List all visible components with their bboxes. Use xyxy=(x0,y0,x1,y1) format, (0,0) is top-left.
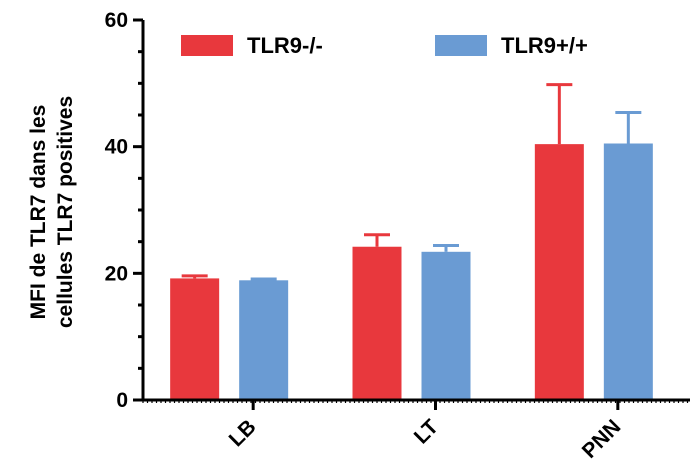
bar-TLR9+/+-LB xyxy=(239,280,289,400)
legend-label-TLR9+/+: TLR9+/+ xyxy=(501,33,588,58)
legend-label-TLR9-/-: TLR9-/- xyxy=(247,33,323,58)
bar-TLR9-/--LT xyxy=(352,246,402,400)
bar-TLR9-/--LB xyxy=(170,278,220,400)
y-tick-label: 20 xyxy=(105,262,128,285)
bar-TLR9+/+-LT xyxy=(421,251,471,400)
y-axis-title: MFI de TLR7 dans les cellules TLR7 posit… xyxy=(27,96,77,328)
plot-area: 0 20 40 60 LB LT PNN xyxy=(105,9,690,463)
legend: TLR9-/- TLR9+/+ xyxy=(181,33,588,58)
bar-TLR9+/+-PNN xyxy=(603,143,653,400)
x-tick-label: PNN xyxy=(578,415,626,463)
y-tick-label: 60 xyxy=(105,9,128,32)
y-axis-title-line-1: MFI de TLR7 dans les xyxy=(27,105,50,320)
y-axis-title-line-2: cellules TLR7 positives xyxy=(54,96,77,328)
legend-swatch-TLR9+/+ xyxy=(435,35,487,56)
y-tick-label: 40 xyxy=(105,136,128,159)
bar-TLR9-/--PNN xyxy=(534,144,584,400)
y-tick-label: 0 xyxy=(116,389,128,412)
legend-swatch-TLR9-/- xyxy=(181,35,233,56)
x-tick-label: LB xyxy=(225,415,261,451)
x-tick-label: LT xyxy=(410,415,443,448)
